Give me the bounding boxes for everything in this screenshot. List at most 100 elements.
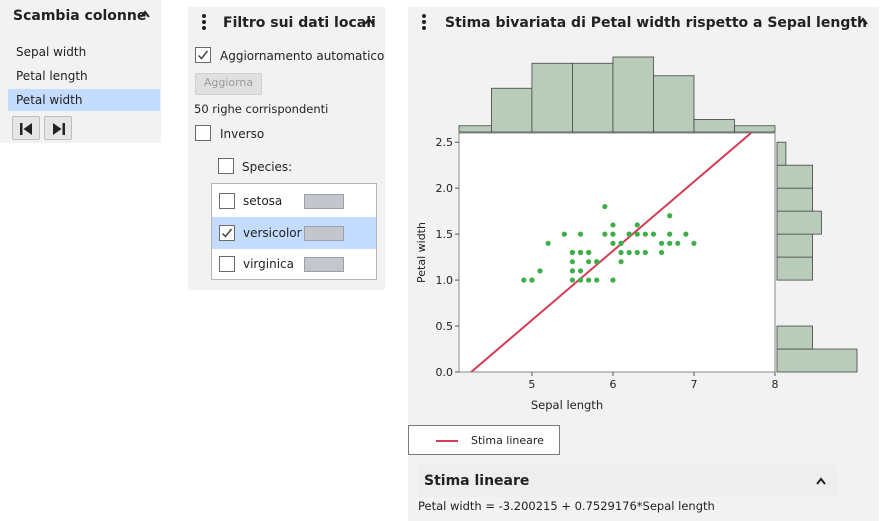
data-point xyxy=(683,231,689,237)
swap-columns-title: Scambia colonne xyxy=(13,8,147,24)
species-item-versicolor[interactable]: versicolor xyxy=(212,217,376,249)
previous-column-button[interactable] xyxy=(12,116,40,140)
fit-line xyxy=(469,133,753,372)
species-name: versicolor xyxy=(243,226,302,240)
column-item-petal-length[interactable]: Petal length xyxy=(16,69,88,83)
y-tick-label: 2.5 xyxy=(436,136,454,149)
x-histogram-bar xyxy=(531,62,573,133)
y-tick-label: 1.0 xyxy=(436,274,454,287)
data-point xyxy=(577,277,584,283)
invert-label: Inverso xyxy=(220,127,265,141)
data-point xyxy=(618,259,624,265)
collapse-chevron-icon[interactable] xyxy=(816,477,826,487)
data-point xyxy=(577,249,584,256)
bivariate-header[interactable]: Stima bivariata di Petal width rispetto … xyxy=(408,7,879,39)
data-point xyxy=(586,259,592,265)
collapse-chevron-icon[interactable] xyxy=(858,17,868,27)
species-name: setosa xyxy=(243,194,283,208)
data-point xyxy=(642,249,648,256)
auto-update-label: Aggiornamento automatico xyxy=(220,49,385,63)
x-tick-label: 5 xyxy=(528,378,535,391)
local-filter-header[interactable]: Filtro sui dati locali xyxy=(188,7,385,39)
data-point xyxy=(667,213,673,219)
data-point xyxy=(658,240,665,246)
next-column-button[interactable] xyxy=(44,116,72,140)
x-histogram-bar xyxy=(653,75,695,133)
data-point xyxy=(602,203,608,210)
data-point xyxy=(634,231,640,237)
menu-dots-icon[interactable] xyxy=(417,12,431,34)
data-point xyxy=(586,249,592,256)
bivariate-chart[interactable]: 5 6 7 8 0.0 0.5 1.0 1.5 2.0 2.5 Sepal length Petal … xyxy=(408,40,879,420)
data-point xyxy=(594,277,600,283)
y-tick-label: 1.5 xyxy=(436,228,454,241)
collapse-chevron-icon[interactable] xyxy=(140,10,150,20)
y-tick-label: 0.0 xyxy=(436,366,454,379)
x-histogram-bar xyxy=(491,87,533,133)
species-name: virginica xyxy=(243,257,294,271)
data-point xyxy=(586,277,592,283)
data-point xyxy=(610,222,616,228)
data-point xyxy=(618,240,624,246)
species-checkbox[interactable] xyxy=(219,256,235,272)
data-point xyxy=(537,268,543,274)
data-point xyxy=(569,249,576,256)
data-point xyxy=(569,277,576,283)
data-point xyxy=(626,249,632,256)
x-histogram-bar xyxy=(612,56,654,133)
linear-fit-header[interactable]: Stima lineare xyxy=(418,465,837,497)
menu-dots-icon[interactable] xyxy=(197,12,211,34)
species-list: setosa versicolor virginica xyxy=(211,183,377,280)
species-all-checkbox[interactable] xyxy=(218,158,234,174)
data-point xyxy=(667,231,673,237)
auto-update-checkbox[interactable] xyxy=(195,47,211,63)
chart-legend[interactable]: Stima lineare xyxy=(408,425,560,455)
y-histogram-bar xyxy=(776,348,858,373)
species-checkbox[interactable] xyxy=(219,225,235,241)
data-point xyxy=(521,277,527,283)
data-point xyxy=(577,268,584,274)
data-point xyxy=(626,231,632,237)
y-histogram-bar xyxy=(776,210,822,235)
x-histogram-bar xyxy=(458,125,492,133)
data-point xyxy=(634,222,640,228)
match-count-text: 50 righe corrispondenti xyxy=(194,102,329,116)
data-point xyxy=(545,240,551,246)
data-point xyxy=(561,231,567,237)
data-point xyxy=(610,277,616,283)
data-point xyxy=(602,231,608,237)
data-point xyxy=(577,231,584,237)
y-tick-label: 2.0 xyxy=(436,182,454,195)
fit-line-swatch-icon xyxy=(436,440,458,442)
y-tick-label: 0.5 xyxy=(436,320,454,333)
collapse-chevron-icon[interactable] xyxy=(364,17,374,27)
y-histogram-bar xyxy=(776,187,813,212)
species-item-virginica[interactable]: virginica xyxy=(212,249,376,281)
column-item-sepal-width[interactable]: Sepal width xyxy=(16,45,87,59)
y-axis-label: Petal width xyxy=(415,222,428,283)
local-filter-title: Filtro sui dati locali xyxy=(223,15,376,31)
update-button[interactable]: Aggiorna xyxy=(195,73,262,95)
data-point xyxy=(569,259,576,265)
swap-columns-panel: Scambia colonne Sepal width Petal length P… xyxy=(0,0,161,143)
species-color-swatch xyxy=(304,194,344,209)
species-color-swatch xyxy=(304,257,344,272)
data-point xyxy=(618,249,624,256)
linear-fit-title: Stima lineare xyxy=(424,473,530,489)
y-histogram-bar xyxy=(776,141,787,166)
swap-columns-header[interactable]: Scambia colonne xyxy=(0,0,161,32)
x-histogram-bar xyxy=(693,119,735,133)
y-histogram-bar xyxy=(776,233,813,258)
data-point xyxy=(569,268,576,274)
data-point xyxy=(650,231,657,237)
x-histogram-bar xyxy=(572,62,614,133)
species-checkbox[interactable] xyxy=(219,193,235,209)
plot-area xyxy=(458,132,776,373)
x-histogram-bar xyxy=(734,125,776,133)
column-item-petal-width[interactable]: Petal width xyxy=(8,89,160,111)
bivariate-title: Stima bivariata di Petal width rispetto … xyxy=(445,15,868,31)
y-histogram-bar xyxy=(776,164,813,189)
data-point xyxy=(610,240,616,246)
species-item-setosa[interactable]: setosa xyxy=(212,185,376,217)
invert-checkbox[interactable] xyxy=(195,125,211,141)
